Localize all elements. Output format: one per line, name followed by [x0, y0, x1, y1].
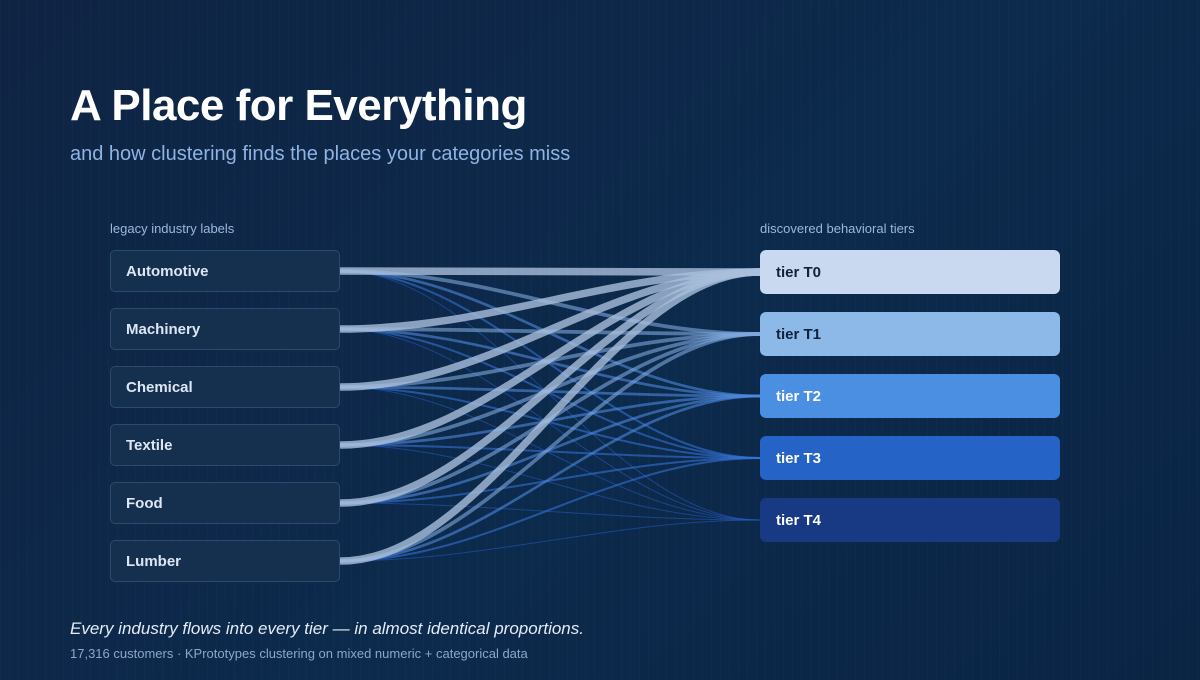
tier-node-t1[interactable]: tier T1	[760, 312, 1060, 356]
tier-label: tier T0	[776, 263, 822, 281]
flow-chemical-to-t4	[340, 386, 761, 521]
flow-automotive-to-t4	[340, 270, 761, 521]
tier-label: tier T1	[776, 325, 822, 343]
source-node-textile[interactable]: Textile	[110, 424, 340, 466]
flow-textile-to-t4	[340, 444, 761, 521]
source-label: Lumber	[126, 552, 182, 570]
flow-chemical-to-t3	[339, 385, 762, 460]
flow-machinery-to-t3	[339, 327, 762, 460]
source-label: Food	[126, 494, 163, 512]
source-label: Textile	[126, 436, 173, 454]
page-title: A Place for Everything	[70, 81, 527, 130]
left-column-label: legacy industry labels	[110, 221, 235, 236]
caption: 17,316 customers · KPrototypes clusterin…	[70, 646, 528, 661]
flow-lumber-to-t3	[339, 456, 762, 563]
flow-lumber-to-t4	[340, 519, 761, 562]
flow-lumber-to-t2	[339, 394, 762, 563]
right-column-label: discovered behavioral tiers	[760, 221, 915, 236]
tier-label: tier T2	[776, 387, 822, 405]
source-label: Machinery	[126, 320, 201, 338]
source-node-machinery[interactable]: Machinery	[110, 308, 340, 350]
flow-automotive-to-t3	[339, 269, 762, 460]
flow-machinery-to-t4	[340, 328, 761, 521]
source-node-lumber[interactable]: Lumber	[110, 540, 340, 582]
tier-node-t0[interactable]: tier T0	[760, 250, 1060, 294]
source-node-food[interactable]: Food	[110, 482, 340, 524]
source-label: Automotive	[126, 262, 209, 280]
flow-textile-to-t3	[339, 443, 762, 460]
source-node-chemical[interactable]: Chemical	[110, 366, 340, 408]
source-label: Chemical	[126, 378, 193, 396]
source-node-automotive[interactable]: Automotive	[110, 250, 340, 292]
tier-node-t3[interactable]: tier T3	[760, 436, 1060, 480]
tier-node-t4[interactable]: tier T4	[760, 498, 1060, 542]
tier-label: tier T3	[776, 449, 822, 467]
tier-label: tier T4	[776, 511, 822, 529]
footnote: Every industry flows into every tier — i…	[70, 619, 584, 638]
page-subtitle: and how clustering finds the places your…	[70, 143, 571, 165]
flow-food-to-t3	[339, 456, 762, 505]
tier-node-t2[interactable]: tier T2	[760, 374, 1060, 418]
flow-lumber-to-t0	[337, 268, 764, 565]
flow-food-to-t4	[340, 502, 761, 521]
